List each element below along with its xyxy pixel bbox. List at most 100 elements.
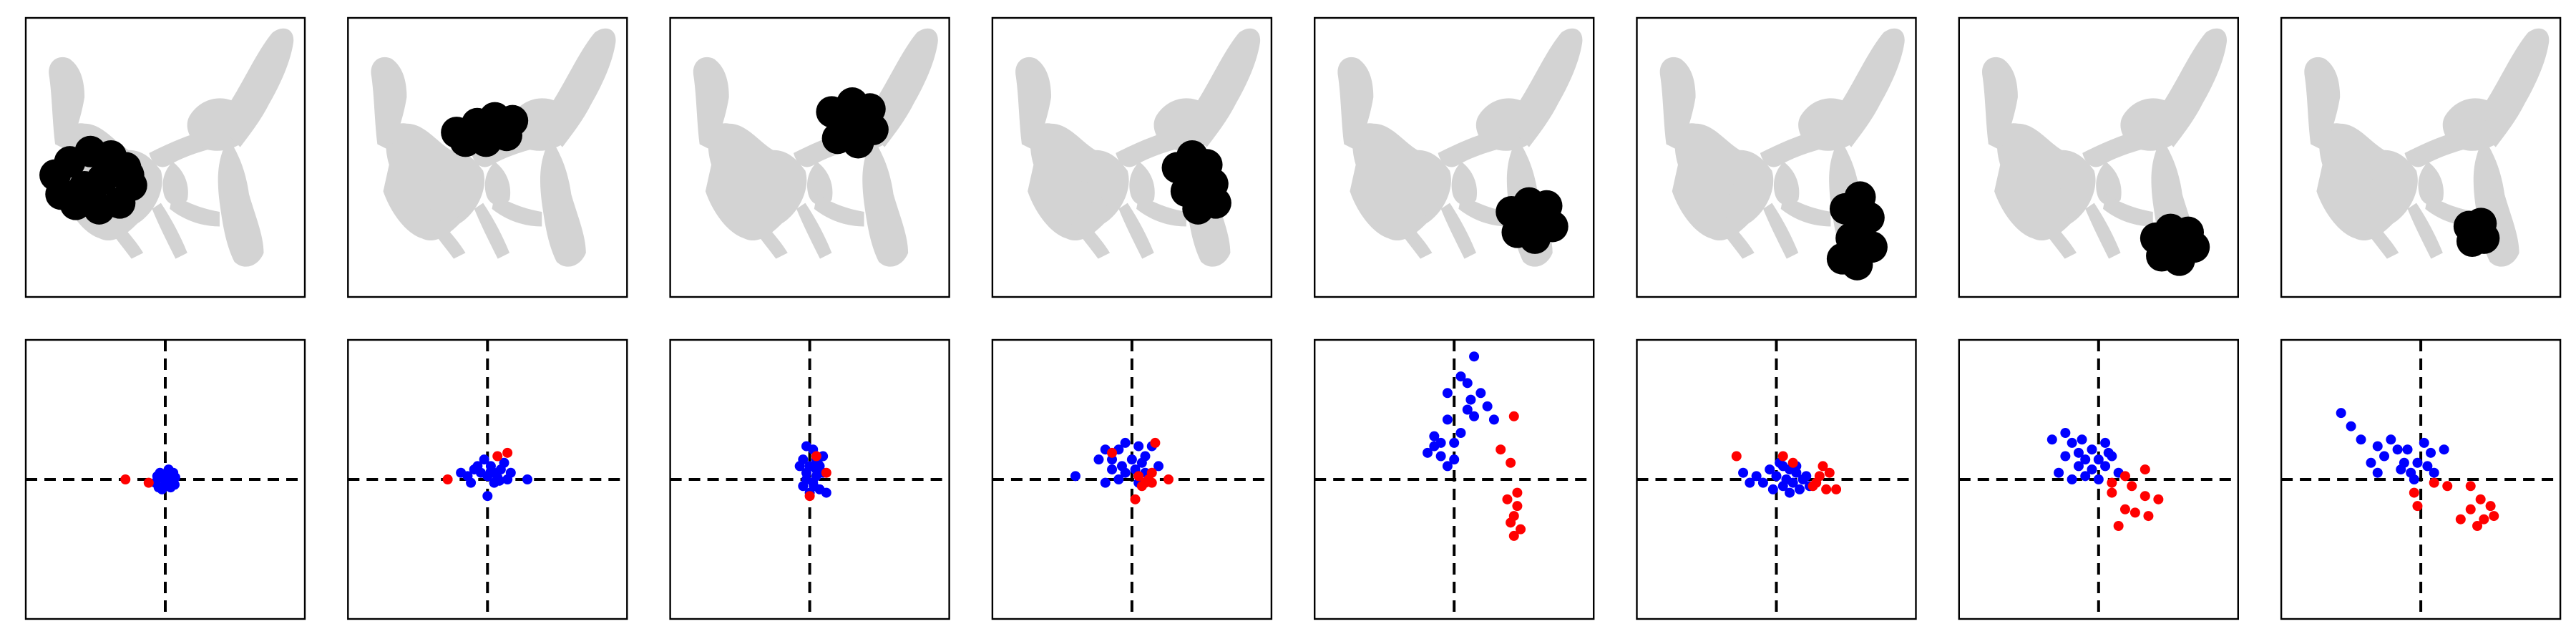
- blue-point: [522, 474, 533, 484]
- blue-point: [1455, 428, 1466, 438]
- red-point: [2119, 504, 2130, 514]
- blue-point: [505, 467, 516, 478]
- blue-point: [2087, 444, 2097, 455]
- blue-point: [2100, 437, 2111, 448]
- blue-point: [1133, 441, 1144, 452]
- scatter-panel: [669, 338, 950, 620]
- red-point: [2119, 471, 2130, 482]
- red-point: [2143, 511, 2154, 522]
- blue-point: [2067, 474, 2077, 484]
- blue-point: [2426, 447, 2436, 458]
- red-point: [2140, 491, 2150, 502]
- embedding-panel: [669, 16, 950, 298]
- red-point: [442, 474, 453, 484]
- red-point: [2129, 507, 2140, 518]
- blue-point: [2067, 437, 2077, 448]
- blue-point: [1153, 461, 1164, 472]
- red-point: [1824, 467, 1835, 478]
- blue-point: [1442, 388, 1453, 399]
- red-point: [2409, 487, 2419, 498]
- blue-point: [1795, 484, 1805, 494]
- blue-point: [2060, 428, 2071, 438]
- blue-point: [1765, 464, 1775, 475]
- blue-point: [801, 474, 811, 484]
- highlight-cell: [1188, 166, 1220, 198]
- red-point: [2107, 477, 2117, 488]
- blue-point: [2073, 461, 2084, 472]
- red-point: [1496, 444, 1506, 455]
- scatter-panel: [1958, 338, 2240, 620]
- red-point: [120, 474, 131, 484]
- embedding-frame: [1636, 16, 1917, 298]
- embedding-panel: [24, 16, 306, 298]
- embedding-frame: [347, 16, 628, 298]
- embedding-frame: [1313, 16, 1595, 298]
- blue-point: [1777, 481, 1788, 492]
- blue-point: [2372, 441, 2383, 452]
- highlight-cell: [839, 104, 872, 137]
- blue-point: [2412, 457, 2423, 468]
- highlight-cell: [2461, 216, 2493, 248]
- blue-point: [2080, 454, 2091, 465]
- embedding-panel: [1313, 16, 1595, 298]
- scatter-frame: [24, 338, 306, 620]
- blue-point: [2080, 471, 2091, 482]
- scatter-frame: [1313, 338, 1595, 620]
- blue-point: [162, 477, 172, 488]
- red-point: [2113, 521, 2124, 531]
- blue-point: [2346, 421, 2356, 431]
- blue-point: [2439, 444, 2449, 455]
- blue-point: [2103, 447, 2114, 458]
- red-point: [821, 467, 831, 478]
- embedding-cells: [693, 28, 938, 267]
- red-point: [1818, 461, 1828, 472]
- scatter-frame: [991, 338, 1273, 620]
- blue-point: [794, 461, 805, 472]
- scatter-panel: [347, 338, 628, 620]
- blue-point: [153, 482, 164, 493]
- red-point: [804, 491, 815, 502]
- red-point: [2455, 514, 2466, 525]
- blue-point: [499, 457, 509, 468]
- blue-point: [1469, 351, 1480, 362]
- blue-point: [1116, 461, 1127, 472]
- blue-point: [821, 487, 831, 498]
- blue-point: [2429, 467, 2439, 478]
- red-point: [1731, 451, 1742, 462]
- blue-point: [1435, 451, 1446, 462]
- red-point: [1163, 474, 1174, 484]
- red-point: [1506, 457, 1516, 468]
- scatter-panel: [1636, 338, 1917, 620]
- red-point: [1512, 501, 1523, 512]
- blue-point: [2093, 474, 2104, 484]
- red-point: [1146, 477, 1157, 488]
- red-point: [1133, 471, 1144, 482]
- blue-point: [1449, 454, 1460, 465]
- blue-point: [1070, 471, 1080, 482]
- blue-point: [1771, 471, 1782, 482]
- red-point: [1107, 447, 1118, 458]
- embedding-frame: [669, 16, 950, 298]
- blue-point: [1107, 464, 1118, 475]
- blue-point: [1120, 437, 1131, 448]
- red-point: [2442, 481, 2453, 492]
- scatter-frame: [347, 338, 628, 620]
- blue-point: [466, 477, 477, 488]
- blue-point: [2366, 457, 2376, 468]
- red-point: [2485, 501, 2496, 512]
- blue-point: [1455, 371, 1466, 382]
- red-point: [143, 477, 154, 488]
- blue-point: [494, 475, 505, 486]
- embedding-panel: [1636, 16, 1917, 298]
- blue-point: [1757, 477, 1768, 488]
- blue-point: [2386, 434, 2396, 445]
- red-point: [811, 451, 821, 462]
- scatter-frame: [2280, 338, 2562, 620]
- red-point: [2127, 481, 2137, 492]
- blue-point: [1113, 474, 1124, 484]
- embedding-cells: [1015, 28, 1261, 267]
- blue-point: [1767, 484, 1778, 494]
- blue-point: [2356, 434, 2366, 445]
- highlight-cell: [449, 125, 482, 157]
